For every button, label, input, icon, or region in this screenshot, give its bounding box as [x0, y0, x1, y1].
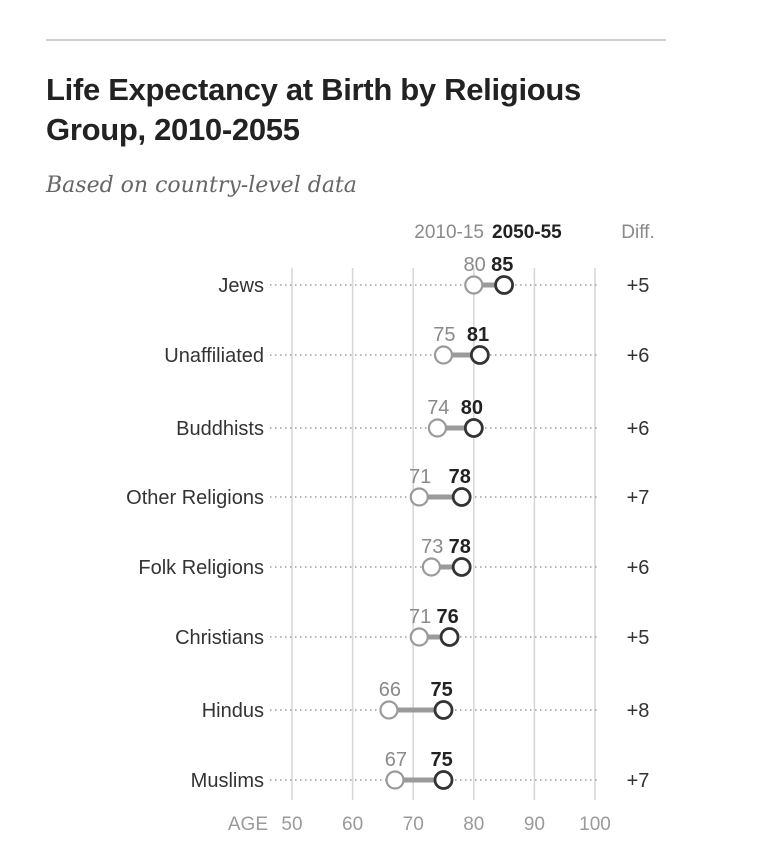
start-point — [409, 487, 429, 507]
diff-value-label: +5 — [627, 275, 650, 297]
start-point — [379, 700, 399, 720]
diff-value-label: +5 — [627, 627, 650, 649]
x-tick-label-70: 70 — [403, 814, 424, 835]
chart-title: Life Expectancy at Birth by Religious Gr… — [46, 72, 581, 147]
start-value-label: 74 — [427, 397, 449, 419]
end-value-label: 76 — [437, 606, 459, 628]
chart-subtitle: Based on country-level data — [46, 173, 357, 198]
row-folk-religions: Folk Religions 73 78 +6 — [138, 536, 649, 579]
diff-value-label: +7 — [627, 770, 650, 792]
end-value-label: 81 — [467, 324, 489, 346]
end-value-label: 80 — [461, 397, 483, 419]
start-value-label: 66 — [379, 679, 401, 701]
top-rule — [46, 39, 666, 41]
category-label: Folk Religions — [138, 557, 264, 579]
category-label: Unaffiliated — [164, 345, 264, 367]
category-label: Christians — [175, 627, 264, 649]
start-point — [464, 275, 484, 295]
row-muslims: Muslims 67 75 +7 — [191, 749, 650, 792]
start-value-label: 80 — [464, 254, 486, 276]
start-value-label: 73 — [421, 536, 443, 558]
x-tick-label-90: 90 — [524, 814, 545, 835]
end-value-label: 78 — [449, 536, 471, 558]
end-value-label: 75 — [431, 679, 453, 701]
header-start-period: 2010-15 — [414, 222, 484, 243]
start-point — [409, 627, 429, 647]
end-value-label: 85 — [491, 254, 513, 276]
x-tick-label-50: 50 — [281, 814, 302, 835]
row-jews: Jews 80 85 +5 — [218, 254, 649, 297]
start-point — [427, 418, 448, 438]
category-label: Hindus — [202, 700, 264, 722]
row-unaffiliated: Unaffiliated 75 81 +6 — [164, 324, 649, 367]
start-value-label: 67 — [385, 749, 407, 771]
end-value-label: 75 — [431, 749, 453, 771]
category-label: Muslims — [191, 770, 264, 792]
row-buddhists: Buddhists 74 80 +6 — [176, 397, 649, 440]
category-label: Buddhists — [176, 418, 264, 440]
row-hindus: Hindus 66 75 +8 — [202, 679, 650, 722]
header-diff: Diff. — [621, 222, 654, 243]
header-end-period: 2050-55 — [492, 222, 562, 243]
x-axis: AGE 50 60 70 80 90 100 — [228, 814, 611, 835]
diff-value-label: +6 — [627, 345, 650, 367]
end-point — [494, 275, 515, 295]
start-value-label: 75 — [433, 324, 455, 346]
end-point — [463, 418, 484, 438]
category-label: Jews — [218, 275, 264, 297]
diff-value-label: +7 — [627, 487, 650, 509]
end-point — [433, 770, 454, 790]
category-label: Other Religions — [126, 487, 264, 509]
row-other-religions: Other Religions 71 78 +7 — [126, 466, 649, 509]
diff-value-label: +8 — [627, 700, 650, 722]
start-value-label: 71 — [409, 466, 431, 488]
end-point — [451, 487, 472, 507]
start-point — [421, 557, 441, 577]
start-point — [433, 345, 454, 365]
x-axis-label: AGE — [228, 814, 268, 835]
x-tick-label-100: 100 — [579, 814, 611, 835]
end-point — [451, 557, 472, 577]
end-value-label: 78 — [449, 466, 471, 488]
start-point — [385, 770, 405, 790]
end-point — [469, 345, 490, 365]
diff-value-label: +6 — [627, 557, 650, 579]
x-tick-label-60: 60 — [342, 814, 363, 835]
diff-value-label: +6 — [627, 418, 650, 440]
x-tick-label-80: 80 — [463, 814, 484, 835]
end-point — [433, 700, 454, 720]
end-point — [439, 627, 460, 647]
start-value-label: 71 — [409, 606, 431, 628]
row-christians: Christians 71 76 +5 — [175, 606, 649, 649]
